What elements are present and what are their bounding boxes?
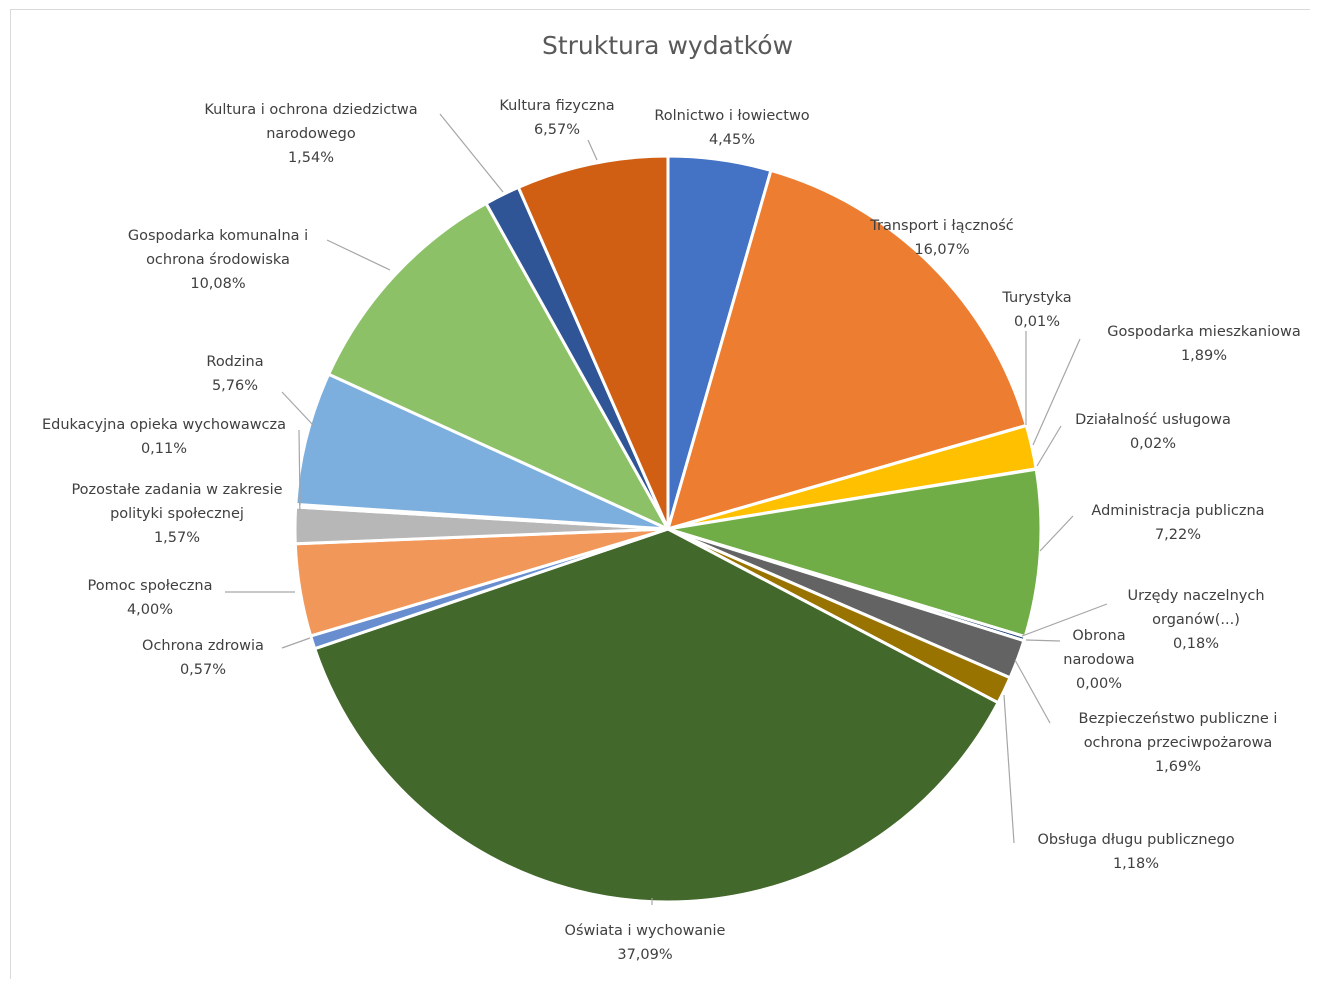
slice-label-value: 0,18% (1173, 636, 1219, 652)
pie-slice (312, 527, 1001, 904)
pie-slice (326, 201, 672, 533)
slice-label-name: narodowa (1063, 652, 1134, 668)
leader-line (298, 429, 301, 506)
slice-label-name: Turystyka (1001, 290, 1071, 306)
leader-line (1039, 515, 1074, 552)
slice-label-name: Obsługa długu publicznego (1037, 832, 1234, 848)
slice-label-name: organów(...) (1152, 612, 1240, 628)
slice-label-value: 4,45% (709, 132, 755, 148)
pie-slices (293, 154, 1043, 904)
slice-label-value: 1,57% (154, 530, 200, 546)
slice-label-value: 0,02% (1130, 436, 1176, 452)
leader-line (1014, 659, 1051, 724)
slice-label-name: narodowego (266, 126, 356, 142)
chart-area (10, 9, 1310, 979)
slice-label-value: 1,89% (1181, 348, 1227, 364)
leader-lines (225, 113, 1108, 905)
slice-label-name: Kultura fizyczna (499, 98, 614, 114)
pie-slice (665, 168, 1029, 532)
slice-label-name: Działalność usługowa (1075, 412, 1231, 428)
slice-label-name: Gospodarka komunalna i (128, 228, 308, 244)
leader-line (1032, 338, 1081, 446)
pie-slice (516, 154, 670, 530)
leader-line (326, 239, 391, 271)
slice-label-value: 0,00% (1076, 676, 1122, 692)
slice-label-value: 7,22% (1155, 527, 1201, 543)
slice-label-name: Transport i łączność (869, 218, 1013, 234)
slice-label-name: Edukacyjna opieka wychowawcza (42, 417, 286, 433)
leader-line (439, 113, 504, 193)
slice-label-value: 5,76% (212, 378, 258, 394)
slice-label-name: Bezpieczeństwo publiczne i (1079, 711, 1278, 727)
slice-label-name: polityki społecznej (110, 506, 244, 522)
slice-label-name: Kultura i ochrona dziedzictwa (204, 102, 417, 118)
slice-label-value: 0,57% (180, 662, 226, 678)
slice-label-value: 16,07% (914, 242, 969, 258)
slice-label-value: 0,11% (141, 441, 187, 457)
slice-label-value: 1,69% (1155, 759, 1201, 775)
slice-label-value: 0,01% (1014, 314, 1060, 330)
leader-line (1021, 603, 1108, 637)
data-labels: Rolnictwo i łowiectwo 4,45% Transport i łą… (42, 98, 1301, 963)
slice-label-name: Urzędy naczelnych (1127, 588, 1264, 604)
slice-label-name: Ochrona zdrowia (142, 638, 264, 654)
slice-label-value: 6,57% (534, 122, 580, 138)
leader-line (587, 139, 598, 161)
leader-line (1003, 694, 1015, 844)
slice-label-name: Rolnictwo i łowiectwo (654, 108, 809, 124)
pie-slice (294, 372, 669, 531)
slice-label-name: Pomoc społeczna (87, 578, 212, 594)
slice-label-name: ochrona przeciwpożarowa (1084, 735, 1273, 751)
slice-label-name: ochrona środowiska (146, 252, 290, 268)
slice-label-value: 4,00% (127, 602, 173, 618)
leader-line (281, 637, 311, 649)
pie-slice (667, 467, 1043, 639)
chart-title: Struktura wydatków (541, 31, 794, 60)
slice-label-name: Obrona (1072, 628, 1125, 644)
slice-label-name: Gospodarka mieszkaniowa (1107, 324, 1301, 340)
leader-line (1025, 639, 1061, 642)
slice-label-value: 10,08% (190, 276, 245, 292)
slice-label-value: 1,54% (288, 150, 334, 166)
slice-label-value: 1,18% (1113, 856, 1159, 872)
leader-line (1036, 425, 1062, 467)
slice-label-name: Oświata i wychowanie (565, 923, 726, 939)
slice-label-value: 37,09% (617, 947, 672, 963)
slice-label-name: Administracja publiczna (1091, 503, 1264, 519)
slice-label-name: Rodzina (206, 354, 263, 370)
slice-label-name: Pozostałe zadania w zakresie (71, 482, 282, 498)
leader-line (281, 391, 314, 426)
